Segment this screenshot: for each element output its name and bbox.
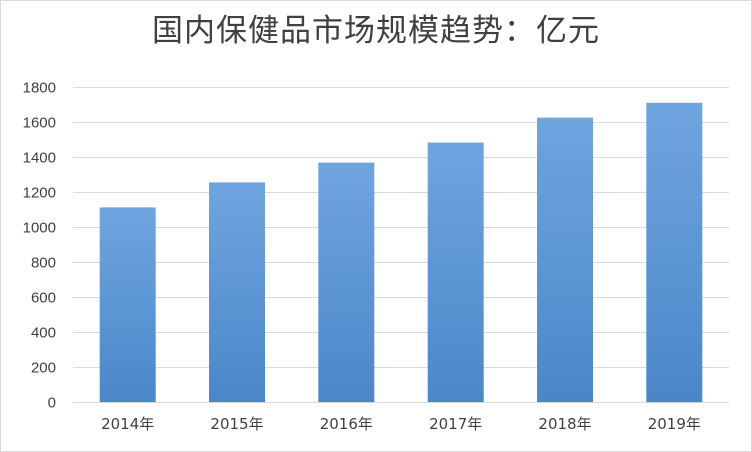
bar-2016年 bbox=[318, 162, 375, 402]
x-category-label: 2018年 bbox=[538, 415, 591, 433]
x-category-label: 2014年 bbox=[101, 415, 154, 433]
y-tick-label: 1800 bbox=[23, 80, 56, 97]
x-category-label: 2019年 bbox=[648, 415, 701, 433]
bar-2014年 bbox=[99, 207, 156, 402]
y-axis-tick-labels: 0 200 400 600 800 1000 1200 1400 1600 1800 bbox=[23, 80, 56, 412]
y-tick-label: 1000 bbox=[23, 220, 56, 237]
gridlines bbox=[73, 87, 729, 403]
y-tick-label: 400 bbox=[31, 325, 56, 342]
y-tick-label: 1200 bbox=[23, 185, 56, 202]
y-tick-label: 600 bbox=[31, 290, 56, 307]
x-axis-category-labels: 2014年 2015年 2016年 2017年 2018年 2019年 bbox=[101, 415, 701, 433]
x-category-label: 2016年 bbox=[320, 415, 373, 433]
y-tick-label: 1600 bbox=[23, 115, 56, 132]
chart-title: 国内保健品市场规模趋势：亿元 bbox=[152, 13, 600, 49]
bar-2015年 bbox=[209, 182, 265, 402]
y-tick-label: 800 bbox=[31, 255, 56, 272]
bars bbox=[99, 102, 703, 403]
y-tick-label: 1400 bbox=[23, 150, 56, 167]
bar-2017年 bbox=[427, 142, 484, 402]
y-tick-label: 200 bbox=[31, 360, 56, 377]
bar-2018年 bbox=[537, 117, 593, 402]
x-category-label: 2015年 bbox=[210, 415, 263, 433]
bar-2019年 bbox=[646, 102, 703, 403]
y-tick-label: 0 bbox=[48, 395, 56, 412]
x-category-label: 2017年 bbox=[429, 415, 482, 433]
